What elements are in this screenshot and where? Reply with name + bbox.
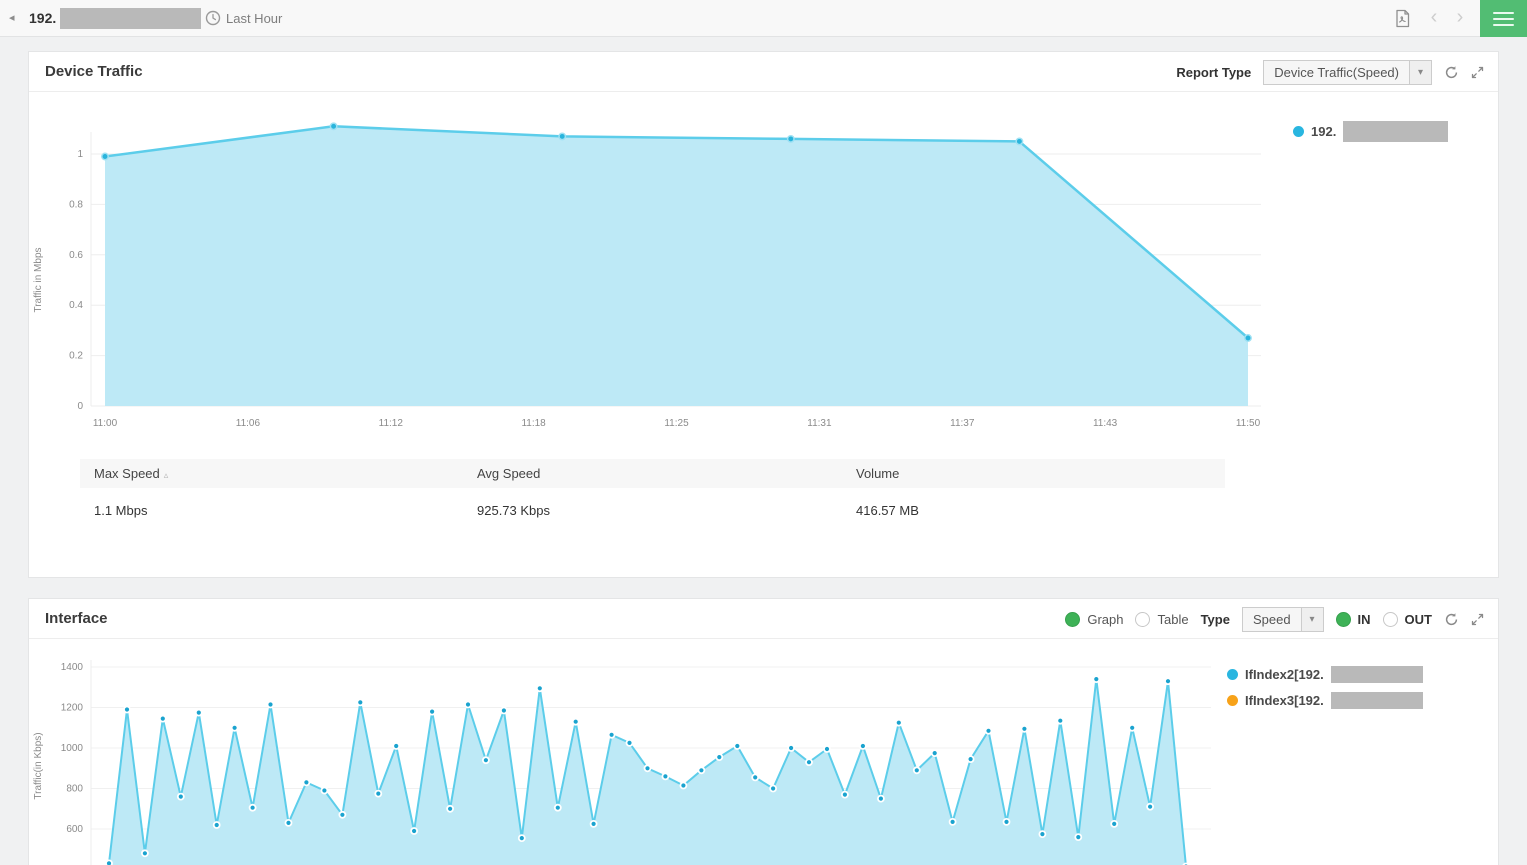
- in-radio-label[interactable]: IN: [1357, 611, 1371, 627]
- time-range-selector[interactable]: Last Hour: [226, 11, 283, 26]
- traffic-summary-table: Max Speed ▵ Avg Speed Volume 1.1 Mbps 925…: [80, 459, 1225, 534]
- legend-dot-cyan: [1227, 668, 1238, 680]
- graph-radio[interactable]: [1065, 611, 1081, 627]
- svg-text:0: 0: [77, 401, 83, 412]
- svg-text:0.6: 0.6: [69, 250, 83, 261]
- svg-text:11:37: 11:37: [950, 418, 975, 429]
- report-type-value: Device Traffic(Speed): [1274, 64, 1399, 80]
- report-type-dropdown[interactable]: Device Traffic(Speed) ▾: [1263, 59, 1432, 85]
- column-header-max-speed[interactable]: Max Speed ▵: [94, 466, 169, 481]
- back-icon[interactable]: ◂: [9, 12, 15, 24]
- svg-text:0.8: 0.8: [69, 199, 83, 210]
- avg-speed-value: 925.73 Kbps: [477, 503, 551, 518]
- svg-text:1400: 1400: [61, 662, 84, 673]
- svg-text:0.4: 0.4: [69, 300, 83, 311]
- clock-icon: [205, 10, 221, 31]
- table-row: 1.1 Mbps 925.73 Kbps 416.57 MB: [80, 488, 1225, 534]
- device-traffic-panel: Device Traffic Report Type Device Traffi…: [28, 51, 1499, 578]
- legend-label-ifindex2: IfIndex2[192.: [1245, 666, 1324, 682]
- table-radio-label[interactable]: Table: [1157, 611, 1189, 627]
- interface-title: Interface: [45, 610, 108, 627]
- device-traffic-header: Device Traffic Report Type Device Traffi…: [29, 52, 1498, 92]
- column-header-volume[interactable]: Volume: [856, 466, 900, 481]
- svg-text:1: 1: [77, 149, 83, 160]
- out-radio-label[interactable]: OUT: [1404, 611, 1432, 627]
- next-page-icon[interactable]: ›: [1456, 6, 1464, 28]
- in-radio[interactable]: [1335, 611, 1351, 627]
- svg-text:800: 800: [66, 784, 83, 795]
- refresh-icon[interactable]: [1444, 65, 1459, 80]
- svg-text:1000: 1000: [61, 743, 84, 754]
- device-title: 192.: [29, 10, 57, 26]
- sort-asc-icon: ▵: [163, 470, 169, 480]
- report-type-label: Report Type: [1176, 64, 1252, 80]
- prev-page-icon[interactable]: ‹: [1430, 6, 1438, 28]
- legend-label-ifindex3: IfIndex3[192.: [1245, 692, 1324, 708]
- volume-value: 416.57 MB: [856, 503, 919, 518]
- chevron-down-icon: ▾: [1409, 60, 1431, 84]
- svg-text:600: 600: [66, 824, 83, 835]
- redacted-legend-text: [1330, 665, 1423, 683]
- legend-dot-cyan: [1293, 125, 1304, 137]
- top-bar: ◂ 192. Last Hour ‹ ›: [0, 0, 1527, 37]
- out-radio[interactable]: [1382, 611, 1398, 627]
- svg-text:Traffic(in Kbps): Traffic(in Kbps): [33, 732, 44, 799]
- table-radio[interactable]: [1135, 611, 1151, 627]
- summary-table-header: Max Speed ▵ Avg Speed Volume: [80, 459, 1225, 488]
- svg-text:11:31: 11:31: [807, 418, 832, 429]
- svg-text:11:50: 11:50: [1236, 418, 1261, 429]
- svg-text:11:18: 11:18: [521, 418, 546, 429]
- type-value: Speed: [1252, 611, 1291, 627]
- svg-text:Traffic in Mbps: Traffic in Mbps: [33, 247, 44, 312]
- redacted-device-name: [60, 8, 201, 29]
- export-pdf-icon[interactable]: [1394, 9, 1411, 33]
- svg-text:1200: 1200: [61, 703, 84, 714]
- type-dropdown[interactable]: Speed ▾: [1241, 606, 1324, 632]
- device-traffic-title: Device Traffic: [45, 63, 143, 80]
- legend-dot-orange: [1227, 694, 1238, 706]
- expand-icon[interactable]: [1471, 613, 1484, 626]
- legend-label: 192.: [1311, 123, 1337, 139]
- hamburger-menu-button[interactable]: [1480, 0, 1527, 37]
- redacted-legend-text: [1343, 120, 1449, 142]
- svg-text:11:25: 11:25: [664, 418, 689, 429]
- interface-panel: Interface Graph Table Type Speed ▾ IN: [28, 598, 1499, 865]
- svg-text:11:00: 11:00: [93, 418, 118, 429]
- interface-legend[interactable]: IfIndex2[192. IfIndex3[192.: [1227, 663, 1423, 715]
- expand-icon[interactable]: [1471, 66, 1484, 79]
- device-traffic-chart[interactable]: 0 0.2 0.4 0.6 0.8 1 11:00 11:06 11:12 11:18 11:25 1…: [29, 102, 1289, 442]
- interface-header: Interface Graph Table Type Speed ▾ IN: [29, 599, 1498, 639]
- type-label: Type: [1200, 611, 1230, 627]
- svg-text:11:43: 11:43: [1093, 418, 1118, 429]
- refresh-icon[interactable]: [1444, 612, 1459, 627]
- chevron-down-icon: ▾: [1300, 607, 1323, 631]
- max-speed-value: 1.1 Mbps: [94, 503, 148, 518]
- svg-text:11:06: 11:06: [236, 418, 261, 429]
- svg-text:0.2: 0.2: [69, 351, 83, 362]
- column-header-avg-speed[interactable]: Avg Speed: [477, 466, 541, 481]
- redacted-legend-text: [1330, 691, 1423, 709]
- interface-chart[interactable]: 1400 1200 1000 800 600 Traffic(in Kbps): [29, 646, 1289, 865]
- graph-radio-label[interactable]: Graph: [1087, 611, 1124, 627]
- svg-text:11:12: 11:12: [379, 418, 404, 429]
- device-traffic-legend[interactable]: 192.: [1293, 120, 1449, 146]
